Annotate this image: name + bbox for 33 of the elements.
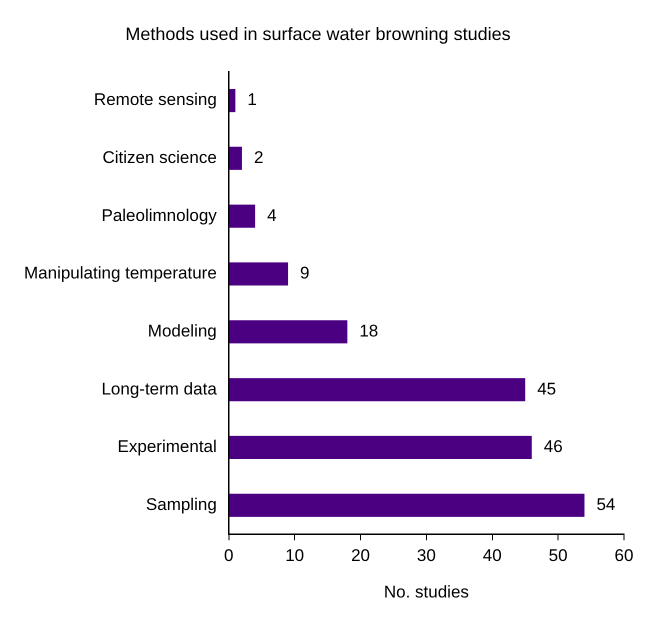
- y-tick-label: Modeling: [148, 322, 217, 340]
- x-tick-label: 50: [548, 546, 568, 566]
- data-label: 2: [254, 148, 264, 168]
- chart-title: Methods used in surface water browning studies: [125, 24, 511, 44]
- data-label: 46: [544, 437, 563, 456]
- x-tick-label: 0: [224, 546, 234, 566]
- bar: [229, 436, 532, 460]
- bar: [229, 262, 288, 286]
- bar: [229, 204, 256, 228]
- y-tick-label: Sampling: [146, 494, 217, 514]
- data-label: 1: [247, 90, 257, 110]
- data-label: 4: [267, 206, 277, 225]
- data-label: 45: [537, 379, 556, 398]
- bar: [229, 320, 348, 344]
- x-tick-label: 40: [482, 546, 502, 566]
- y-tick-label: Citizen science: [102, 148, 217, 168]
- x-tick-label: 60: [614, 546, 634, 566]
- y-tick-label: Experimental: [118, 437, 217, 456]
- x-tick-label: 10: [285, 546, 304, 566]
- bar: [229, 88, 236, 112]
- data-label: 9: [300, 264, 310, 283]
- bar: [229, 146, 242, 170]
- bar: [229, 494, 584, 517]
- x-tick-label: 20: [351, 546, 370, 566]
- x-tick-label: 30: [416, 546, 436, 566]
- y-tick-label: Long-term data: [101, 379, 218, 398]
- bar: [229, 378, 526, 402]
- y-tick-label: Paleolimnology: [101, 206, 218, 225]
- data-label: 54: [596, 494, 616, 514]
- y-tick-label: Remote sensing: [94, 90, 217, 110]
- data-label: 18: [359, 322, 378, 340]
- y-tick-label: Manipulating temperature: [24, 264, 217, 283]
- x-axis-title: No. studies: [384, 582, 469, 602]
